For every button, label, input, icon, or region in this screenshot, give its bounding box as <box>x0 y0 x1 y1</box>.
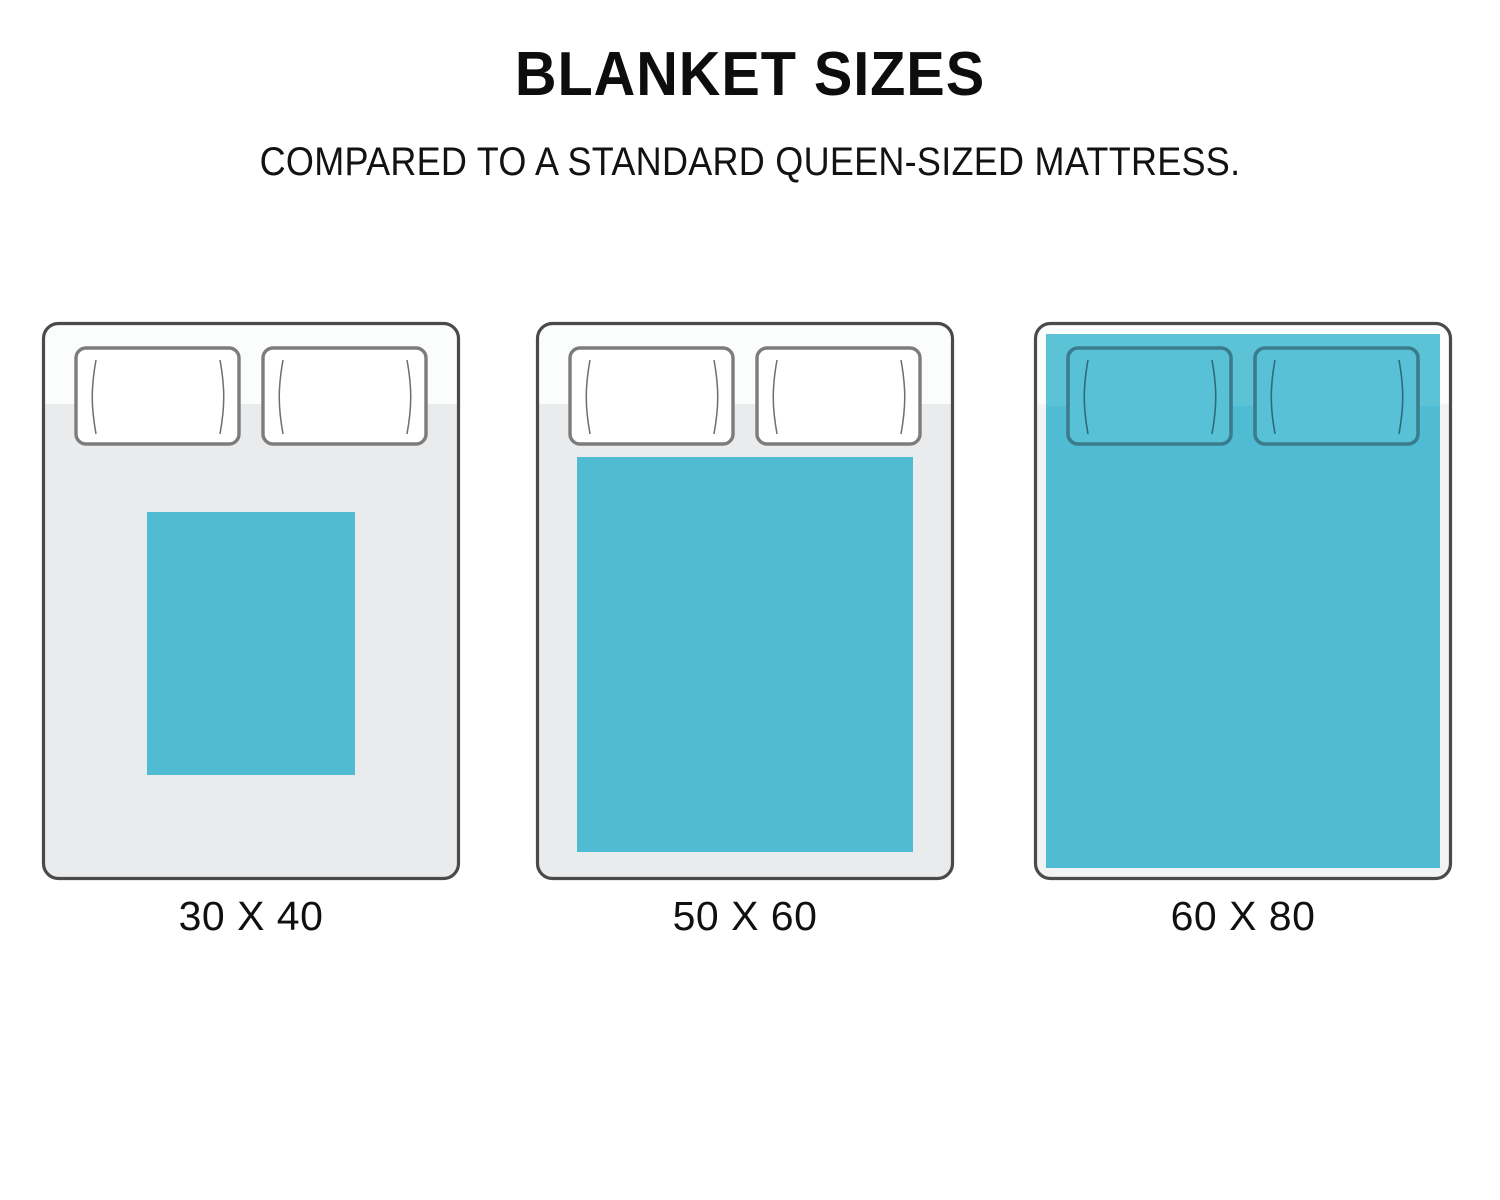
pillow-left <box>74 346 241 446</box>
pillow-crease-right <box>900 359 906 435</box>
bed-comparison-row: 30 X 40 <box>0 318 1500 968</box>
pillow-crease-right <box>1398 359 1404 435</box>
page-title: BLANKET SIZES <box>514 40 986 109</box>
pillow-body <box>261 346 428 446</box>
mattress-frame-outline <box>535 321 955 881</box>
pillow-crease-left <box>1083 359 1089 435</box>
pillow-body <box>74 346 241 446</box>
bed-size-label-30x40: 30 X 40 <box>178 893 324 939</box>
pillow-body <box>1066 346 1233 446</box>
header: BLANKET SIZES COMPARED TO A STANDARD QUE… <box>0 0 1500 184</box>
bed-card-30x40: 30 X 40 <box>38 318 474 968</box>
mattress-frame-outline <box>1033 321 1453 881</box>
bed-card-50x60: 50 X 60 <box>532 318 968 968</box>
bed-illustration <box>535 321 955 881</box>
pillow-crease-left <box>278 359 284 435</box>
bed-size-label-50x60: 50 X 60 <box>672 893 818 939</box>
pillow-body <box>755 346 922 446</box>
pillow-body <box>1253 346 1420 446</box>
blanket-50x60 <box>577 457 913 852</box>
pillow-crease-right <box>219 359 225 435</box>
pillow-crease-left <box>585 359 591 435</box>
mattress-surface <box>1035 323 1451 879</box>
pillow-crease-left <box>1270 359 1276 435</box>
bed-diagram-60x80 <box>1030 318 1456 884</box>
blanket-30x40 <box>147 512 355 775</box>
pillow-crease-left <box>772 359 778 435</box>
bed-illustration <box>1033 321 1453 881</box>
pillow-crease-right <box>406 359 412 435</box>
pillow-crease-left <box>91 359 97 435</box>
pillow-right <box>261 346 428 446</box>
mattress-frame-outline <box>41 321 461 881</box>
bed-diagram-50x60 <box>532 318 958 884</box>
pillow-left <box>568 346 735 446</box>
pillow-crease-right <box>1211 359 1217 435</box>
pillow-right <box>1253 346 1420 446</box>
pillow-right <box>755 346 922 446</box>
pillow-crease-right <box>713 359 719 435</box>
bed-card-60x80: 60 X 80 <box>1030 318 1466 968</box>
page-subtitle: COMPARED TO A STANDARD QUEEN-SIZED MATTR… <box>259 140 1241 184</box>
bed-illustration <box>41 321 461 881</box>
bed-diagram-30x40 <box>38 318 464 884</box>
bed-size-label-60x80: 60 X 80 <box>1170 893 1316 939</box>
pillow-body <box>568 346 735 446</box>
pillow-left <box>1066 346 1233 446</box>
